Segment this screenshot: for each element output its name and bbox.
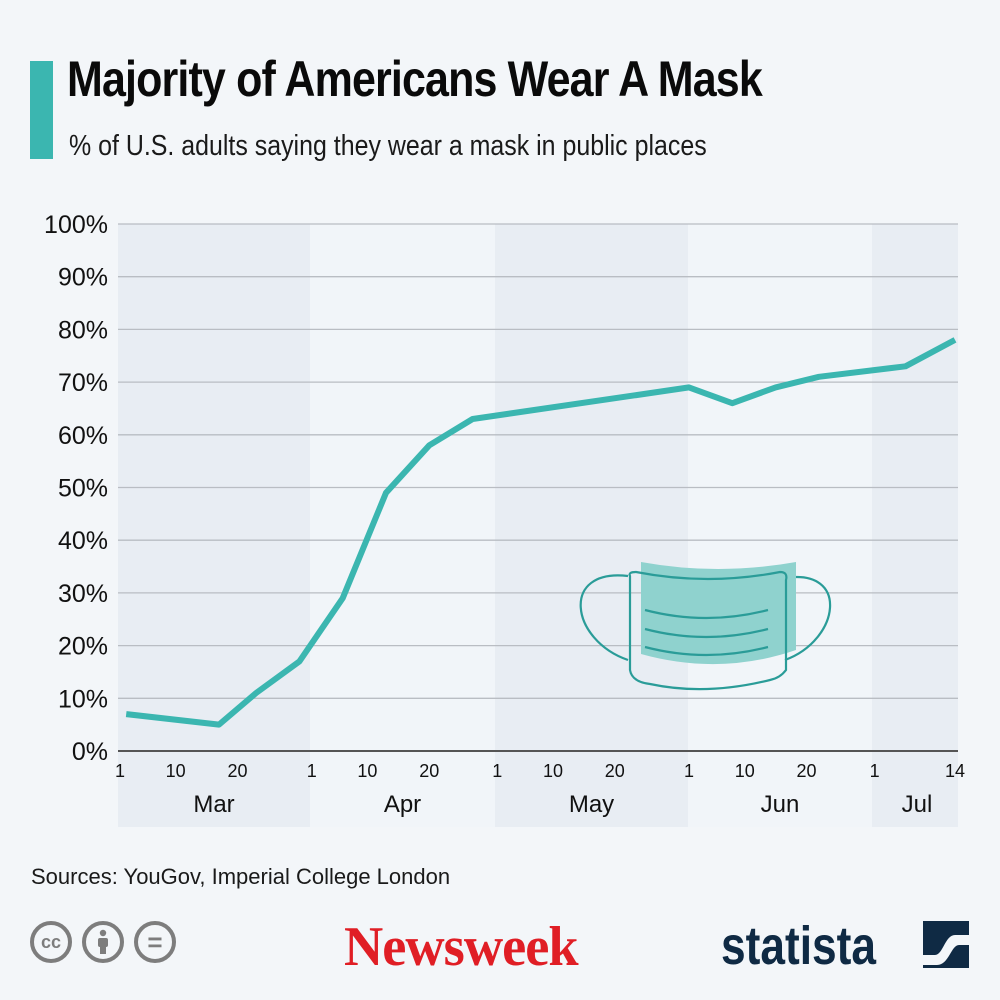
y-tick-label: 80% [58,316,108,344]
y-tick-label: 60% [58,422,108,450]
x-tick-label: 10 [543,761,563,781]
month-band-jun [688,224,872,827]
month-label: Mar [193,791,234,818]
month-band-may [495,224,688,827]
month-label: May [569,791,614,818]
cc-icon[interactable]: cc [30,921,72,963]
y-tick-label: 10% [58,685,108,713]
x-tick-label: 1 [870,761,880,781]
statista-mark-icon [923,921,969,968]
chart-title: Majority of Americans Wear A Mask [67,51,763,107]
x-tick-label: 10 [735,761,755,781]
face-mask-illustration [579,562,832,691]
mask-pleat-1 [644,608,769,620]
month-label: Jul [902,791,933,818]
y-tick-label: 90% [58,264,108,292]
cc-icon-label: cc [40,931,62,952]
mask-ear-loop-right [784,575,832,662]
no-derivatives-icon[interactable]: = [134,921,176,963]
x-tick-label: 14 [945,761,965,781]
newsweek-logo[interactable]: Newsweek [344,916,579,978]
month-label: Jun [761,791,800,818]
person-glyph [98,929,108,954]
y-tick-label: 40% [58,527,108,555]
mask-ear-loop-left [579,574,629,662]
month-band-apr [310,224,495,827]
x-tick-label: 20 [797,761,817,781]
y-tick-label: 0% [72,738,108,766]
nd-icon-label: = [147,926,163,957]
chart-subtitle: % of U.S. adults saying they wear a mask… [69,130,707,162]
y-tick-label: 30% [58,580,108,608]
x-tick-label: 10 [357,761,377,781]
x-tick-label: 10 [166,761,186,781]
statista-logo[interactable]: statista [721,916,877,976]
x-tick-label: 1 [684,761,694,781]
mask-fill [641,562,796,665]
y-tick-label: 20% [58,633,108,661]
y-tick-label: 50% [58,475,108,503]
mask-outline [628,570,788,691]
mask-pleat-3 [644,645,769,657]
sources-note: Sources: YouGov, Imperial College London [31,864,451,889]
x-tick-label: 1 [307,761,317,781]
y-tick-label: 70% [58,369,108,397]
attribution-icon[interactable] [82,921,124,963]
x-tick-label: 1 [492,761,502,781]
month-band-jul [872,224,958,827]
month-label: Apr [384,791,421,818]
mask-pleat-2 [644,627,769,639]
month-band-mar [118,224,310,827]
x-tick-label: 20 [228,761,248,781]
title-accent-bar [30,61,53,159]
x-tick-label: 20 [419,761,439,781]
series-line [125,337,957,728]
x-tick-label: 1 [115,761,125,781]
x-tick-label: 20 [605,761,625,781]
y-tick-label: 100% [44,211,108,239]
license-icons: cc = [30,921,176,963]
